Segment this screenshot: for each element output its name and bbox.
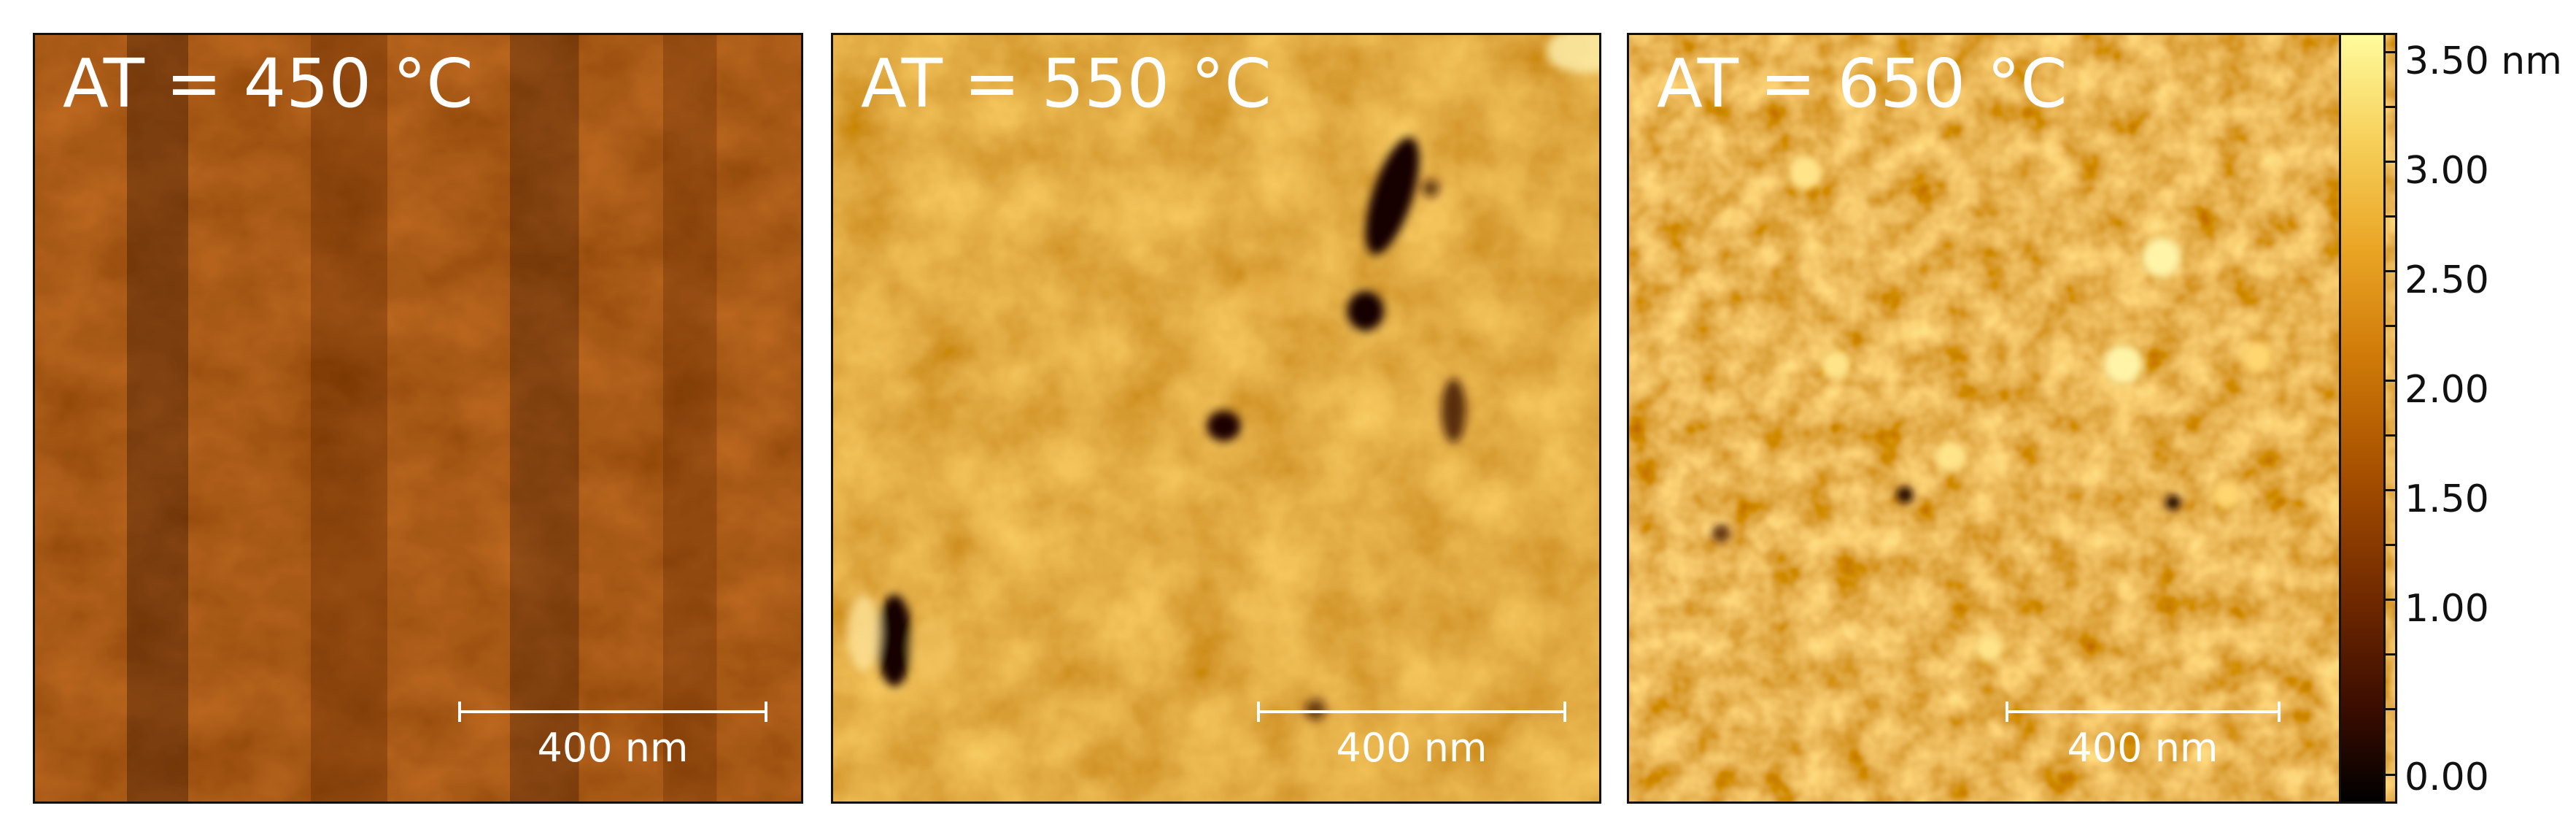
colorbar-tick <box>2386 774 2397 776</box>
colorbar-tick <box>2386 215 2397 218</box>
colorbar-tick <box>2386 434 2397 437</box>
afm-image-650 <box>1629 35 2395 802</box>
afm-image-450 <box>35 35 801 802</box>
afm-panel-550: AT = 550 °C 400 nm <box>831 33 1601 804</box>
colorbar-tick <box>2386 270 2397 272</box>
afm-image-550 <box>833 35 1599 802</box>
scale-bar-label: 400 nm <box>1336 725 1488 771</box>
colorbar-tick-label: 2.00 <box>2405 368 2489 412</box>
afm-panel-650: AT = 650 °C 400 nm <box>1627 33 2397 804</box>
colorbar-tick-label: 2.50 <box>2405 258 2489 302</box>
panel-title: AT = 450 °C <box>63 45 473 123</box>
scale-bar-label: 400 nm <box>2067 725 2219 771</box>
colorbar-tick <box>2386 161 2397 163</box>
colorbar-tick-label: 0.00 <box>2405 756 2489 799</box>
colorbar-tick-label: 1.50 <box>2405 477 2489 521</box>
colorbar-tick <box>2386 51 2397 53</box>
colorbar-tick <box>2386 599 2397 601</box>
colorbar-tick <box>2386 106 2397 108</box>
colorbar-tick <box>2386 708 2397 710</box>
scale-bar-label: 400 nm <box>537 725 689 771</box>
colorbar-tick <box>2386 380 2397 382</box>
colorbar-tick-label: 3.50 nm <box>2405 39 2562 83</box>
afm-panel-450: AT = 450 °C 400 nm <box>33 33 803 804</box>
colorbar-tick <box>2386 653 2397 656</box>
colorbar-tick <box>2386 544 2397 546</box>
colorbar-tick-label: 1.00 <box>2405 587 2489 631</box>
colorbar-tick-label: 3.00 <box>2405 149 2489 193</box>
panel-title: AT = 550 °C <box>861 45 1272 123</box>
height-colorbar <box>2339 33 2386 804</box>
colorbar-tick <box>2386 489 2397 491</box>
panel-title: AT = 650 °C <box>1657 45 2068 123</box>
colorbar-tick <box>2386 325 2397 327</box>
